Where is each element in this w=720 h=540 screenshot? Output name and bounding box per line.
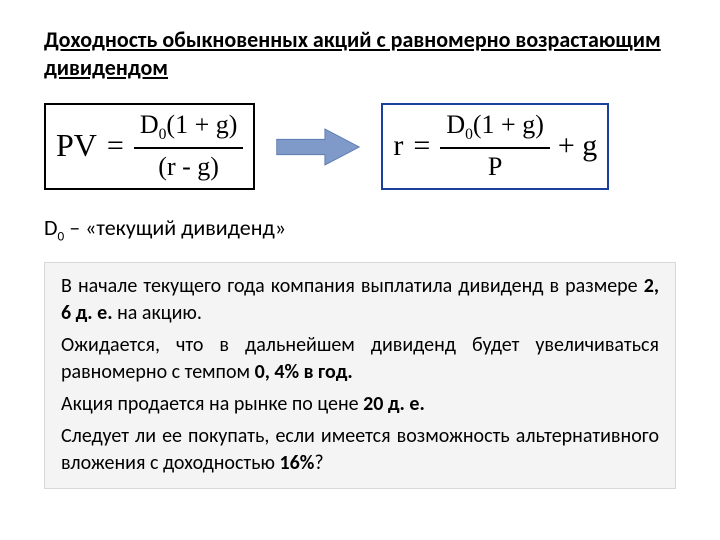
formula-r-numerator: D0(1 + g)	[440, 109, 550, 145]
formula-pv-box: PV = D0(1 + g) (r - g)	[44, 103, 255, 190]
fraction-bar	[440, 147, 550, 149]
problem-box: В начале текущего года компания выплатил…	[44, 262, 676, 489]
equals-sign: =	[105, 129, 126, 163]
problem-line-1: В начале текущего года компания выплатил…	[61, 273, 659, 326]
formula-r-denominator: P	[482, 151, 508, 182]
formula-r-fraction: D0(1 + g) P	[440, 109, 550, 182]
formula-pv: PV = D0(1 + g) (r - g)	[56, 109, 243, 182]
equals-sign: =	[411, 129, 432, 163]
formula-r: r = D0(1 + g) P + g	[393, 109, 597, 182]
formula-pv-denominator: (r - g)	[152, 151, 225, 182]
formula-row: PV = D0(1 + g) (r - g) r =	[44, 103, 676, 190]
slide: Доходность обыкновенных акций с равномер…	[0, 0, 720, 540]
problem-line-3: Акция продается на рынке по цене 20 д. е…	[61, 391, 659, 417]
slide-title: Доходность обыкновенных акций с равномер…	[44, 26, 676, 81]
definition-symbol: D	[44, 214, 58, 241]
formula-r-lhs: r	[393, 129, 403, 163]
fraction-bar	[134, 147, 244, 149]
definition-line: D0 – «текущий дивиденд»	[44, 214, 676, 244]
problem-line-2: Ожидается, что в дальнейшем дивиденд буд…	[61, 332, 659, 385]
arrow-icon	[273, 122, 363, 172]
formula-pv-numerator: D0(1 + g)	[134, 109, 244, 145]
formula-pv-lhs: PV	[56, 127, 97, 164]
formula-r-box: r = D0(1 + g) P + g	[381, 103, 609, 190]
formula-r-tail: + g	[558, 129, 597, 163]
definition-text: – «текущий дивиденд»	[64, 214, 286, 241]
formula-pv-fraction: D0(1 + g) (r - g)	[134, 109, 244, 182]
problem-line-4: Следует ли ее покупать, если имеется воз…	[61, 423, 659, 476]
